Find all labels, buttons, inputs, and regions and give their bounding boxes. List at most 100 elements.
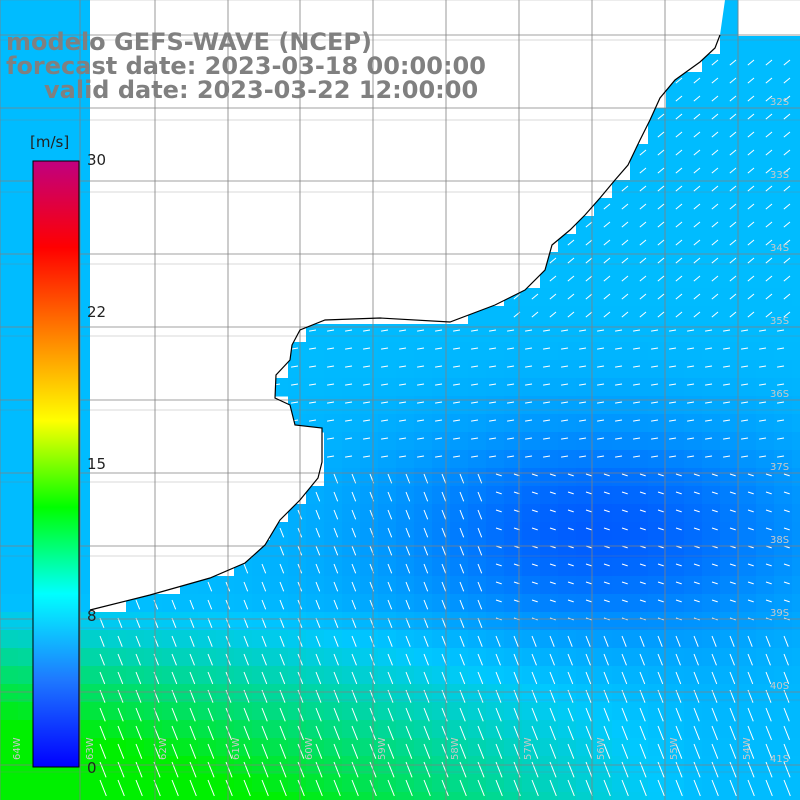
wind-arrow	[531, 725, 539, 741]
wind-arrow	[783, 761, 791, 778]
wind-arrow	[459, 545, 465, 556]
wind-arrow	[651, 365, 659, 368]
wind-arrow	[459, 779, 467, 797]
wind-arrow	[279, 599, 285, 610]
wind-arrow	[633, 347, 641, 350]
wind-arrow	[363, 383, 371, 386]
wind-arrow	[579, 383, 587, 386]
wind-arrow	[315, 599, 321, 610]
wind-arrow	[567, 563, 574, 567]
wind-arrow	[579, 455, 587, 458]
wind-arrow	[585, 293, 593, 300]
wind-arrow	[675, 491, 682, 495]
longitude-label: 64W	[12, 737, 23, 760]
wind-arrow	[765, 311, 773, 318]
wind-arrow	[363, 365, 371, 368]
wind-arrow	[351, 509, 357, 520]
wind-arrow	[675, 743, 683, 759]
wind-arrow	[435, 401, 443, 404]
wind-arrow	[453, 455, 461, 458]
wind-arrow	[603, 725, 611, 741]
wind-arrow	[453, 347, 461, 350]
wind-arrow	[567, 581, 574, 585]
wind-arrow	[117, 671, 124, 685]
wind-arrow	[675, 257, 683, 264]
wind-arrow	[261, 653, 267, 666]
wind-arrow	[135, 707, 142, 722]
wind-arrow	[117, 743, 125, 759]
land-mask	[90, 0, 725, 610]
wind-arrow	[693, 311, 701, 318]
wind-arrow	[315, 527, 321, 538]
wind-arrow	[495, 563, 502, 567]
wind-arrow	[711, 707, 718, 722]
model-name: modelo GEFS-WAVE (NCEP)	[6, 28, 372, 56]
wind-arrow	[441, 599, 447, 610]
wind-arrow	[261, 599, 267, 610]
wind-arrow	[261, 635, 267, 647]
wind-arrow	[387, 707, 394, 722]
wind-arrow	[561, 401, 569, 404]
wind-arrow	[747, 653, 753, 666]
wind-arrow	[243, 707, 250, 722]
wind-arrow	[543, 329, 551, 332]
wind-arrow	[525, 347, 533, 350]
wind-arrow	[723, 455, 731, 458]
wind-arrow	[675, 221, 683, 228]
wind-arrow	[693, 509, 700, 513]
wind-arrow	[459, 509, 465, 520]
wind-arrow	[135, 617, 141, 629]
wind-arrow	[657, 509, 664, 513]
wind-arrow	[765, 761, 773, 778]
wind-arrow	[729, 509, 736, 513]
wind-arrow	[603, 509, 610, 513]
wind-arrow	[549, 293, 557, 300]
wind-arrow	[207, 599, 213, 610]
wind-arrow	[417, 437, 425, 440]
wind-arrow	[273, 383, 281, 386]
wind-arrow	[345, 347, 353, 350]
wind-arrow	[351, 743, 359, 759]
wind-arrow	[549, 581, 556, 585]
wind-arrow	[693, 761, 701, 778]
wind-arrow	[423, 707, 430, 722]
wind-arrow	[639, 509, 646, 513]
wind-arrow	[423, 761, 431, 778]
wind-arrow	[693, 473, 700, 477]
wind-arrow	[675, 203, 683, 210]
wind-arrow	[567, 761, 575, 778]
wind-arrow	[765, 203, 773, 210]
wind-arrow	[477, 491, 483, 502]
wind-arrow	[345, 419, 353, 422]
wind-arrow	[351, 671, 358, 685]
wind-arrow	[309, 365, 317, 368]
wind-arrow	[171, 761, 179, 778]
wind-arrow	[765, 491, 772, 495]
wind-arrow	[507, 437, 515, 440]
wind-arrow	[417, 383, 425, 386]
wind-arrow	[777, 437, 785, 440]
wind-arrow	[309, 419, 317, 422]
wind-arrow	[327, 437, 335, 440]
wind-arrow	[171, 743, 179, 759]
wind-arrow	[567, 599, 574, 603]
wind-arrow	[639, 653, 645, 666]
wind-arrow	[453, 437, 461, 440]
latitude-label: 36S	[770, 389, 789, 400]
wind-arrow	[621, 239, 629, 246]
wind-arrow	[669, 419, 677, 422]
wind-arrow	[471, 365, 479, 368]
wind-arrow	[729, 221, 737, 228]
wind-arrow	[99, 725, 107, 741]
wind-arrow	[315, 635, 321, 647]
wind-arrow	[549, 779, 557, 797]
wind-arrow	[489, 383, 497, 386]
wind-arrow	[621, 185, 629, 192]
wind-arrow	[693, 293, 701, 300]
wind-arrow	[459, 617, 465, 629]
wind-arrow	[189, 617, 195, 629]
wind-arrow	[315, 653, 321, 666]
wind-arrow	[777, 329, 785, 332]
wind-arrow	[783, 581, 790, 585]
wind-arrow	[759, 401, 767, 404]
